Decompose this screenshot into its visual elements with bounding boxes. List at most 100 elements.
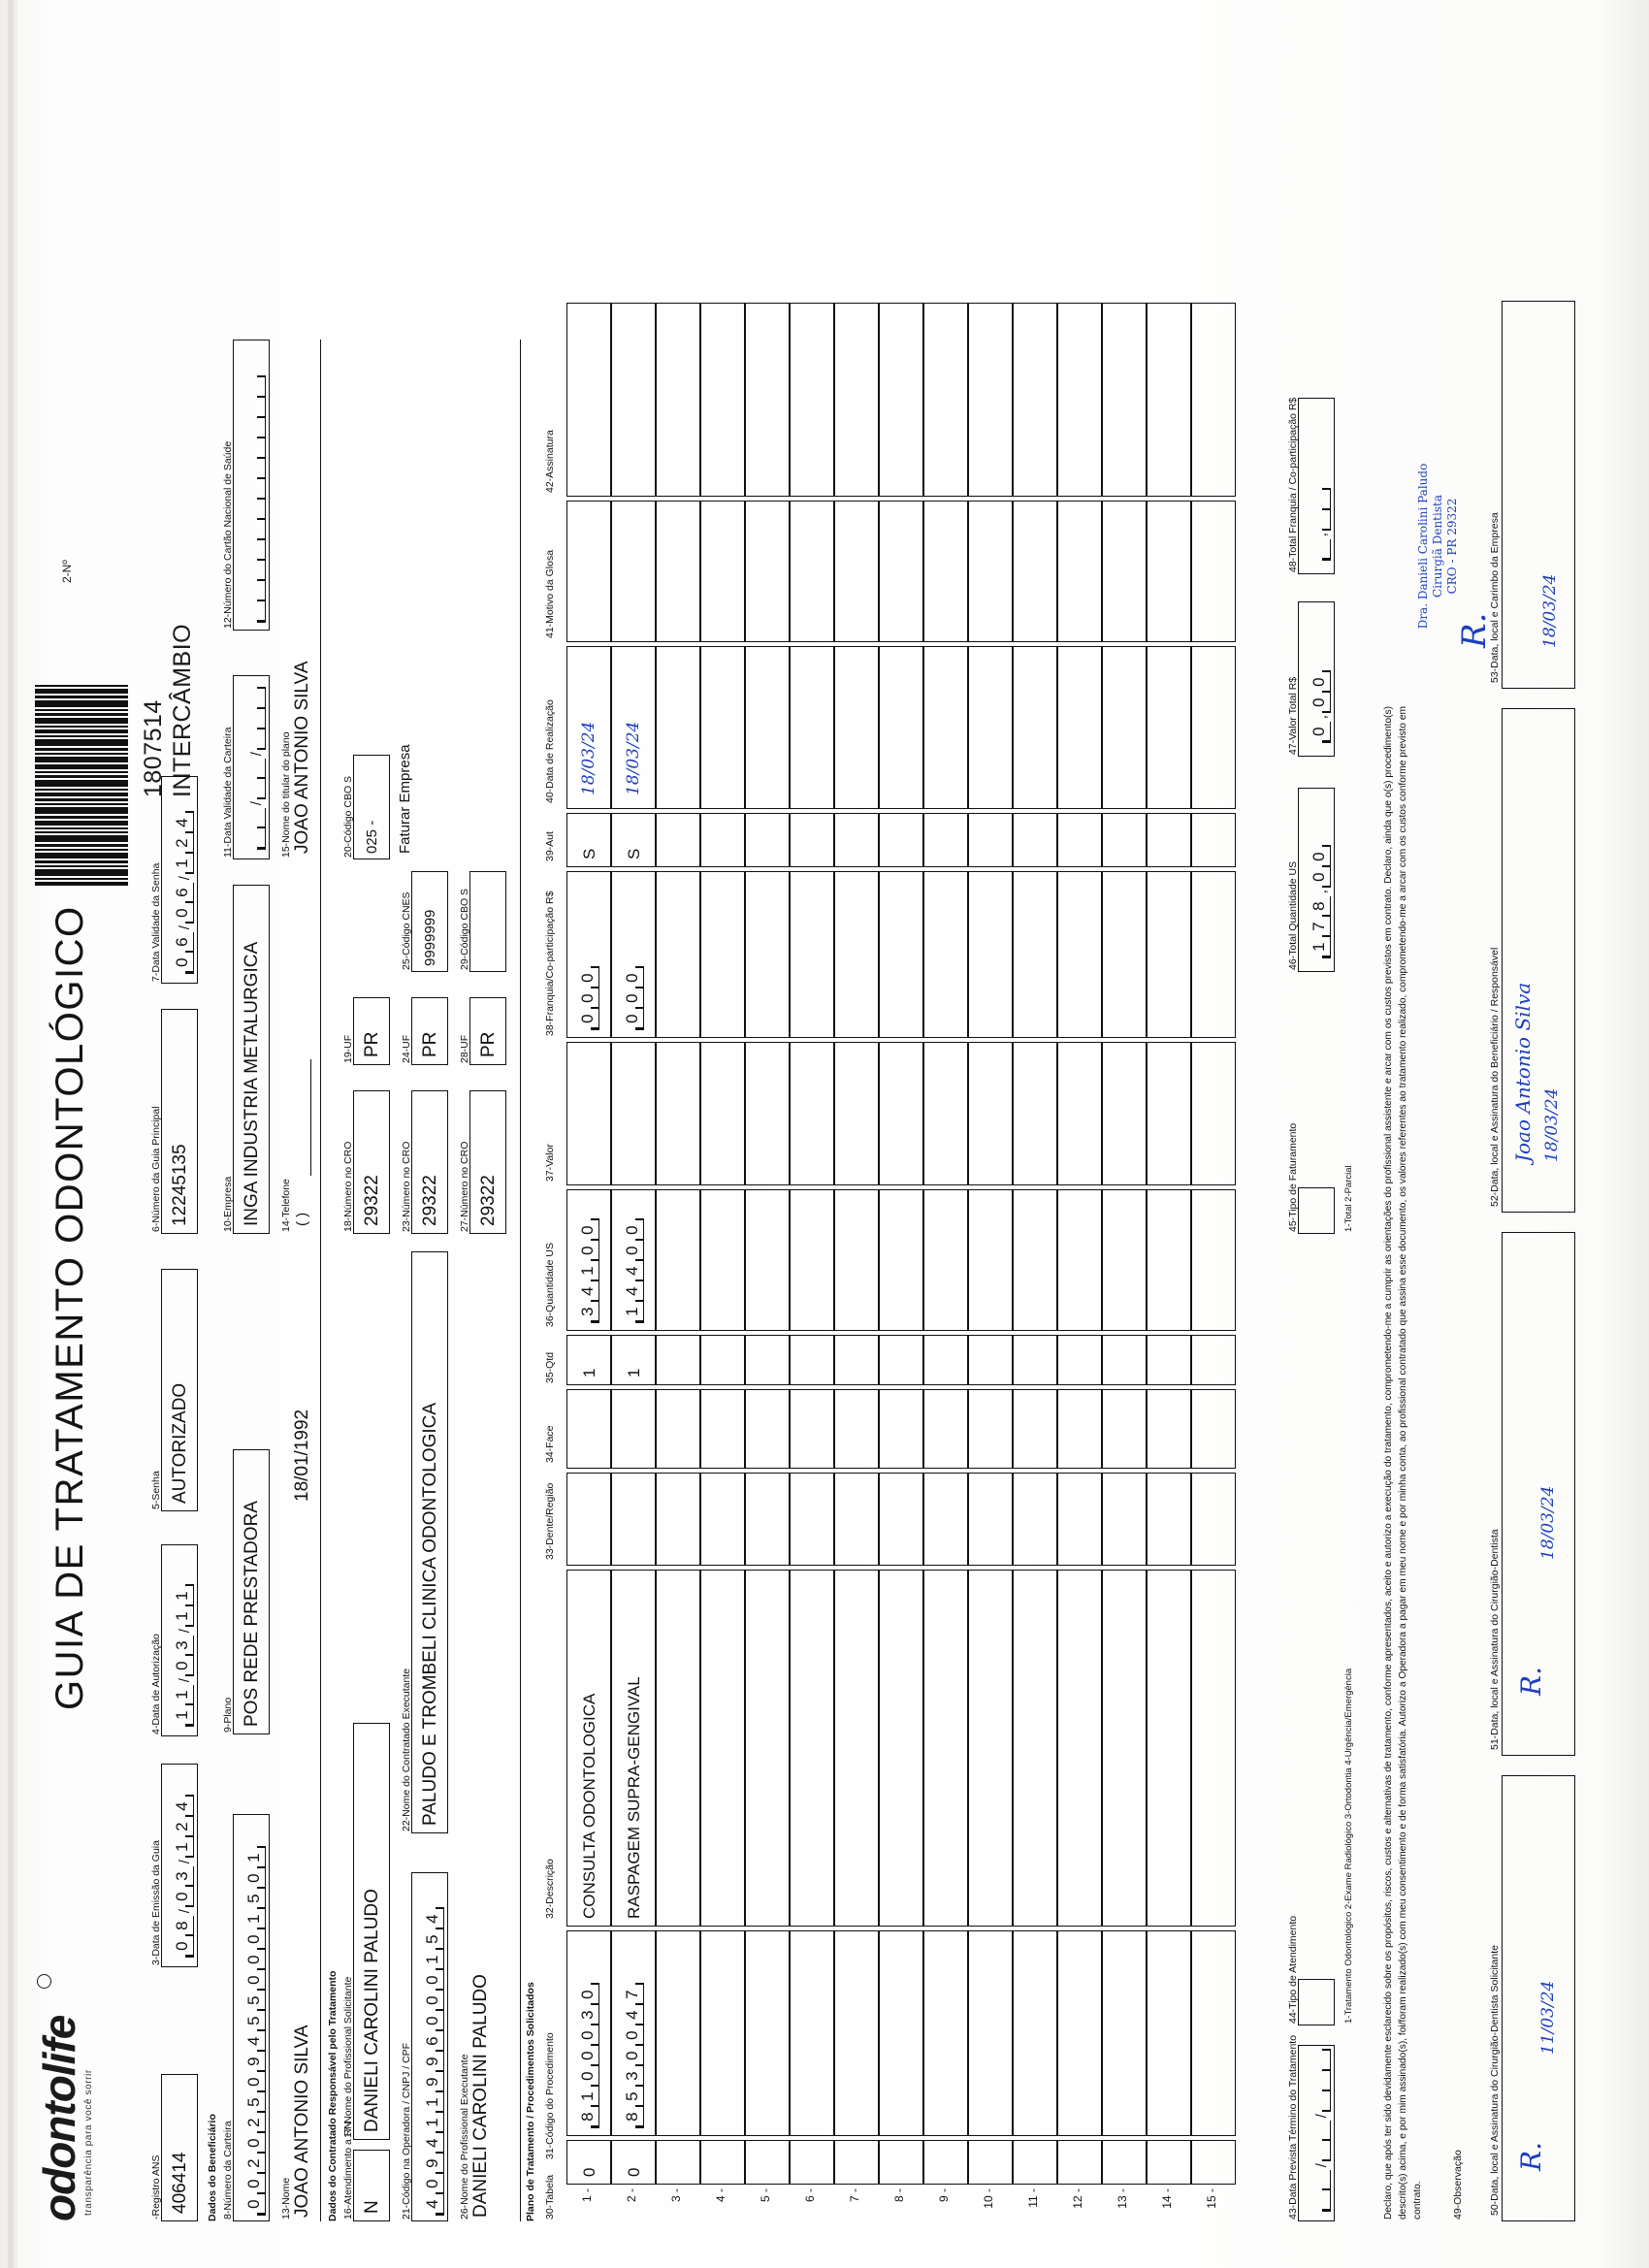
cell-dente[interactable]	[1102, 1473, 1147, 1566]
cell-valor[interactable]	[656, 1042, 700, 1185]
cell-qtd[interactable]	[1102, 1335, 1147, 1385]
digits-validade-carteira[interactable]: / /	[241, 687, 266, 850]
cell-valor[interactable]	[566, 1042, 611, 1185]
cell-codigo[interactable]	[1191, 1930, 1236, 2136]
cell-face[interactable]	[923, 1389, 968, 1469]
cell-franquia[interactable]	[1191, 871, 1236, 1038]
cell-valor[interactable]	[1147, 1042, 1191, 1185]
cell-glosa[interactable]	[968, 501, 1013, 642]
cell-face[interactable]	[1057, 1389, 1102, 1469]
cell-assinatura[interactable]	[745, 303, 790, 497]
cell-codigo[interactable]	[879, 1930, 923, 2136]
cell-franquia[interactable]	[1147, 871, 1191, 1038]
cell-dente[interactable]	[1147, 1473, 1191, 1566]
cell-tabela[interactable]	[566, 2140, 611, 2185]
cell-descricao[interactable]	[1191, 1570, 1236, 1927]
cell-glosa[interactable]	[1147, 501, 1191, 642]
digits-cartao-nacional-saude[interactable]	[241, 375, 266, 623]
cell-descricao[interactable]	[1057, 1570, 1102, 1927]
cell-data_realizacao[interactable]	[1147, 646, 1191, 809]
cell-aut[interactable]	[1147, 813, 1191, 867]
cell-aut[interactable]	[923, 813, 968, 867]
cell-qtd_us[interactable]	[923, 1189, 968, 1331]
cell-qtd_us[interactable]	[1147, 1189, 1191, 1331]
cell-tabela[interactable]	[611, 2140, 656, 2185]
cell-data_realizacao[interactable]	[790, 646, 834, 809]
cell-codigo[interactable]	[1013, 1930, 1057, 2136]
cell-franquia[interactable]	[879, 871, 923, 1038]
cell-codigo[interactable]	[1057, 1930, 1102, 2136]
cell-face[interactable]	[790, 1389, 834, 1469]
cell-assinatura[interactable]	[700, 303, 745, 497]
cell-franquia[interactable]	[834, 871, 879, 1038]
cell-data_realizacao[interactable]	[879, 646, 923, 809]
cell-descricao[interactable]	[1147, 1570, 1191, 1927]
cell-qtd_us[interactable]	[745, 1189, 790, 1331]
cell-glosa[interactable]	[566, 501, 611, 642]
cell-assinatura[interactable]	[1013, 303, 1057, 497]
cell-valor[interactable]	[611, 1042, 656, 1185]
cell-franquia[interactable]	[790, 871, 834, 1038]
cell-qtd[interactable]	[1147, 1335, 1191, 1385]
cell-franquia[interactable]	[700, 871, 745, 1038]
cell-dente[interactable]	[1013, 1473, 1057, 1566]
cell-qtd[interactable]	[1013, 1335, 1057, 1385]
cell-qtd[interactable]	[790, 1335, 834, 1385]
cell-data_realizacao[interactable]	[1191, 646, 1236, 809]
cell-glosa[interactable]	[790, 501, 834, 642]
cell-franquia[interactable]	[1057, 871, 1102, 1038]
cell-data_realizacao[interactable]	[1057, 646, 1102, 809]
cell-glosa[interactable]	[745, 501, 790, 642]
cell-qtd[interactable]	[834, 1335, 879, 1385]
cell-tabela[interactable]	[700, 2140, 745, 2185]
cell-dente[interactable]	[1191, 1473, 1236, 1566]
cell-qtd[interactable]	[566, 1335, 611, 1385]
cell-descricao[interactable]	[656, 1570, 700, 1927]
cell-qtd_us[interactable]	[700, 1189, 745, 1331]
cell-data_realizacao[interactable]	[656, 646, 700, 809]
cell-tabela[interactable]	[968, 2140, 1013, 2185]
cell-valor[interactable]	[745, 1042, 790, 1185]
cell-qtd_us[interactable]	[1102, 1189, 1147, 1331]
cell-dente[interactable]	[923, 1473, 968, 1566]
cell-qtd_us[interactable]	[1057, 1189, 1102, 1331]
cell-valor[interactable]	[968, 1042, 1013, 1185]
cell-data_realizacao[interactable]	[745, 646, 790, 809]
cell-dente[interactable]	[790, 1473, 834, 1566]
cell-qtd[interactable]	[611, 1335, 656, 1385]
cell-assinatura[interactable]	[656, 303, 700, 497]
cell-qtd_us[interactable]	[1191, 1189, 1236, 1331]
cell-aut[interactable]	[968, 813, 1013, 867]
cell-franquia[interactable]	[656, 871, 700, 1038]
cell-dente[interactable]	[745, 1473, 790, 1566]
cell-face[interactable]	[611, 1389, 656, 1469]
cell-assinatura[interactable]	[1102, 303, 1147, 497]
cell-valor[interactable]	[1102, 1042, 1147, 1185]
cell-aut[interactable]	[656, 813, 700, 867]
cell-glosa[interactable]	[1013, 501, 1057, 642]
cell-descricao[interactable]	[923, 1570, 968, 1927]
cell-data_realizacao[interactable]	[700, 646, 745, 809]
field-tipo-faturamento[interactable]	[1298, 1187, 1335, 1234]
cell-descricao[interactable]	[879, 1570, 923, 1927]
cell-assinatura[interactable]	[1147, 303, 1191, 497]
cell-qtd_us[interactable]	[1013, 1189, 1057, 1331]
cell-aut[interactable]	[745, 813, 790, 867]
cell-tabela[interactable]	[745, 2140, 790, 2185]
cell-qtd_us[interactable]	[790, 1189, 834, 1331]
cell-dente[interactable]	[566, 1473, 611, 1566]
cell-tabela[interactable]	[923, 2140, 968, 2185]
cell-qtd[interactable]	[879, 1335, 923, 1385]
cell-aut[interactable]	[1013, 813, 1057, 867]
cell-data_realizacao[interactable]	[923, 646, 968, 809]
cell-assinatura[interactable]	[1057, 303, 1102, 497]
cell-dente[interactable]	[968, 1473, 1013, 1566]
cell-aut[interactable]	[834, 813, 879, 867]
